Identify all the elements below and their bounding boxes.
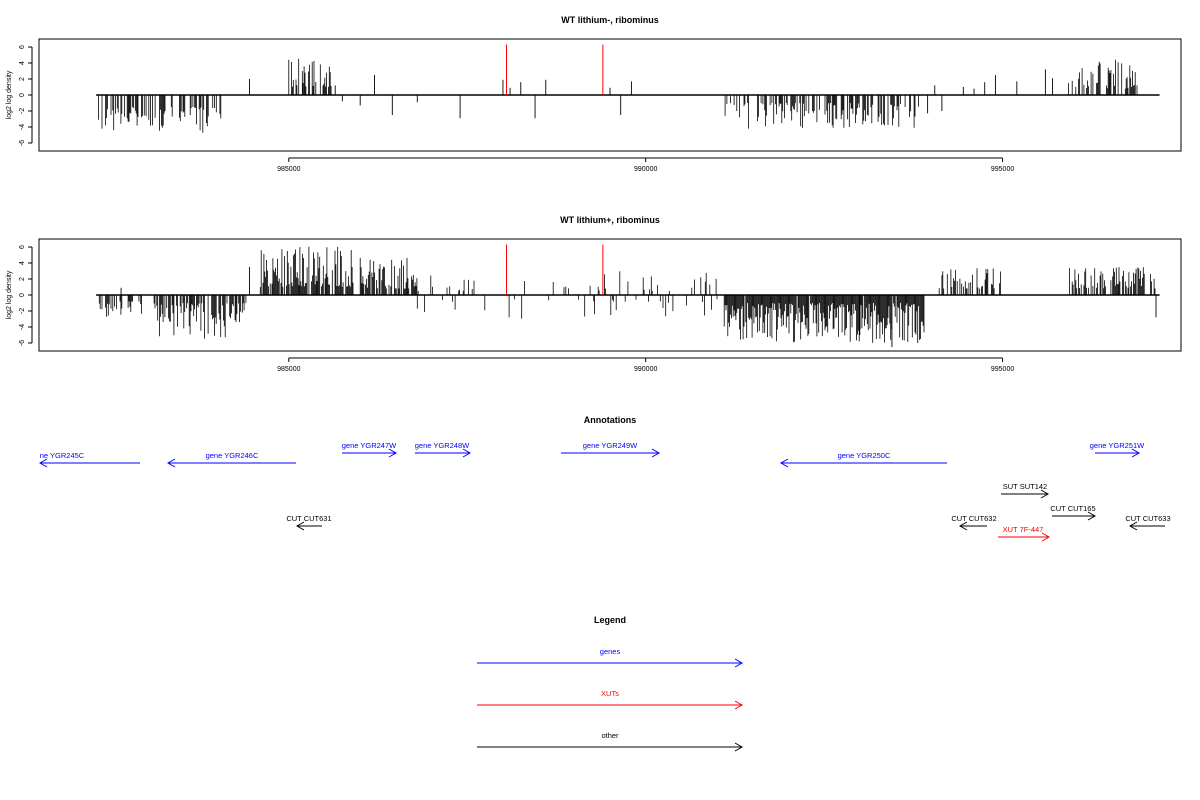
y-tick-label: 2 — [19, 77, 26, 81]
legend-label: XUTs — [601, 689, 619, 698]
y-axis: 6 4 2 0 -2 -4 -6 — [19, 245, 33, 346]
annotations-title: Annotations — [584, 415, 637, 425]
x-tick-label: 985000 — [277, 166, 300, 173]
feature-label: CUT CUT632 — [951, 514, 996, 523]
x-axis: 985000 990000 995000 — [277, 157, 1014, 173]
y-tick-label: 6 — [19, 245, 26, 249]
x-axis: 985000 990000 995000 — [277, 357, 1014, 373]
panel-lithium-plus: WT lithium+, ribominus log2 log density … — [6, 215, 1182, 373]
feature-arrow — [1001, 489, 1050, 499]
feature-arrow — [166, 458, 296, 468]
feature-label: gene YGR247W — [342, 441, 397, 450]
x-tick-label: 990000 — [634, 366, 657, 373]
y-axis-label: log2 log density — [6, 270, 13, 319]
y-axis: 6 4 2 0 -2 -4 -6 — [19, 45, 33, 146]
y-tick-label: 4 — [19, 61, 26, 65]
panel-lithium-minus: WT lithium-, ribominus log2 log density … — [6, 15, 1182, 173]
plot-frame — [38, 238, 1182, 352]
legend-label: genes — [600, 647, 621, 656]
y-tick-label: 4 — [19, 261, 26, 265]
feature-label: gene YGR251W — [1090, 441, 1145, 450]
feature-arrow — [958, 521, 987, 531]
x-tick-label: 995000 — [991, 366, 1014, 373]
feature-label: gene YGR246C — [206, 451, 259, 460]
y-axis-label: log2 log density — [6, 70, 13, 119]
y-tick-label: 0 — [19, 93, 26, 97]
bar-series — [96, 244, 1160, 347]
annotation-features: ne YGR245C gene YGR246C gene YGR247W gene Y… — [38, 441, 1171, 542]
feature-label: gene YGR249W — [583, 441, 638, 450]
feature-label: XUT 7F-447 — [1003, 525, 1044, 534]
legend-arrow — [477, 658, 744, 668]
y-tick-label: -6 — [19, 340, 26, 346]
feature-label: ne YGR245C — [40, 451, 85, 460]
y-tick-label: 2 — [19, 277, 26, 281]
y-tick-label: -2 — [19, 308, 26, 314]
bar-series — [96, 44, 1160, 133]
x-tick-label: 985000 — [277, 366, 300, 373]
legend-arrow — [477, 742, 744, 752]
panel-title: WT lithium-, ribominus — [561, 15, 659, 25]
y-tick-label: 6 — [19, 45, 26, 49]
feature-label: SUT SUT142 — [1003, 482, 1047, 491]
y-tick-label: -4 — [19, 124, 26, 130]
feature-arrow — [1095, 448, 1141, 458]
feature-arrow — [342, 448, 398, 458]
x-tick-label: 990000 — [634, 166, 657, 173]
legend-entries: genes XUTs other — [477, 647, 744, 752]
feature-arrow — [998, 532, 1051, 542]
y-tick-label: 0 — [19, 293, 26, 297]
feature-label: gene YGR250C — [838, 451, 891, 460]
feature-arrow — [1052, 511, 1097, 521]
y-tick-label: -4 — [19, 324, 26, 330]
y-tick-label: -2 — [19, 108, 26, 114]
panel-title: WT lithium+, ribominus — [560, 215, 660, 225]
x-tick-label: 995000 — [991, 166, 1014, 173]
legend-label: other — [601, 731, 619, 740]
feature-label: CUT CUT633 — [1125, 514, 1170, 523]
feature-arrow — [38, 458, 140, 468]
feature-arrow — [561, 448, 661, 458]
feature-arrow — [295, 521, 322, 531]
legend: Legend genes XUTs other — [477, 615, 744, 752]
feature-arrow — [415, 448, 472, 458]
legend-arrow — [477, 700, 744, 710]
feature-arrow — [779, 458, 947, 468]
plot-frame — [38, 38, 1182, 152]
feature-arrow — [1128, 521, 1165, 531]
legend-title: Legend — [594, 615, 626, 625]
feature-label: gene YGR248W — [415, 441, 470, 450]
feature-label: CUT CUT165 — [1050, 504, 1095, 513]
annotations-track: Annotations ne YGR245C gene YGR246C gene Y… — [38, 415, 1171, 542]
y-tick-label: -6 — [19, 140, 26, 146]
feature-label: CUT CUT631 — [286, 514, 331, 523]
